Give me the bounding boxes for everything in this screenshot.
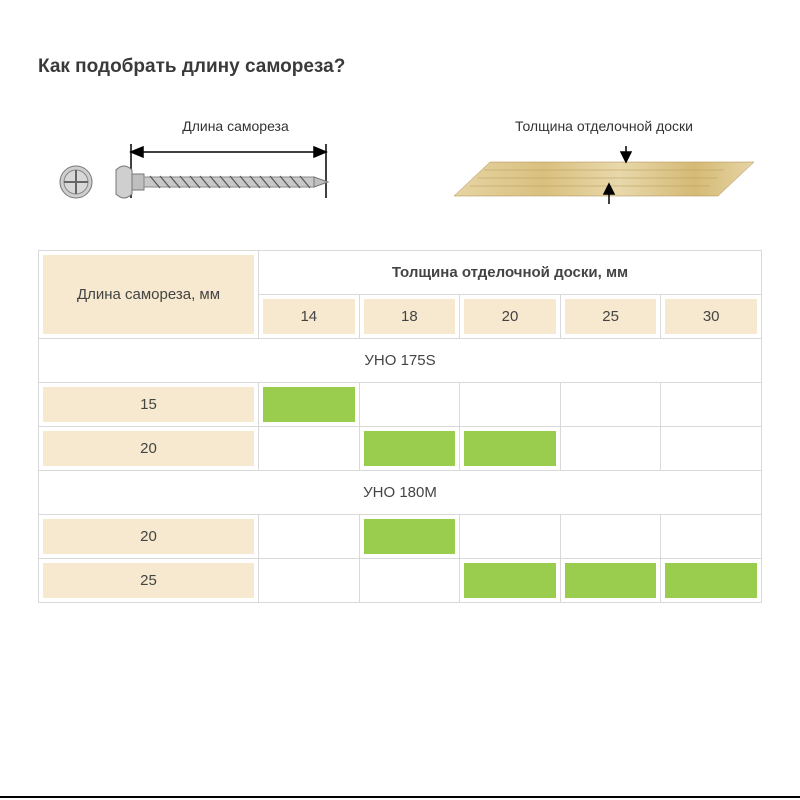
page-title: Как подобрать длину самореза? <box>38 56 762 78</box>
section-label: УНО 175S <box>39 339 762 383</box>
table-row: 15 <box>39 383 762 427</box>
sizing-table: Длина самореза, мм Толщина отделочной до… <box>38 250 762 603</box>
page-frame: Как подобрать длину самореза? Длина само… <box>0 0 800 798</box>
fit-marker <box>464 431 556 466</box>
fit-cell <box>560 427 661 471</box>
header-thickness-span: Толщина отделочной доски, мм <box>259 251 762 295</box>
fit-cell <box>560 515 661 559</box>
fit-marker <box>364 431 456 466</box>
header-length-label: Длина самореза, мм <box>43 255 254 334</box>
section-row: УНО 175S <box>39 339 762 383</box>
col-25: 25 <box>560 295 661 339</box>
diagram-row: Длина самореза <box>38 118 762 210</box>
fit-cell <box>359 427 460 471</box>
table-row: 20 <box>39 427 762 471</box>
section-row: УНО 180M <box>39 471 762 515</box>
length-value: 15 <box>43 387 254 422</box>
header-length: Длина самореза, мм <box>39 251 259 339</box>
header-row-1: Длина самореза, мм Толщина отделочной до… <box>39 251 762 295</box>
fit-marker <box>665 563 757 598</box>
length-value: 20 <box>43 431 254 466</box>
section-label: УНО 180M <box>39 471 762 515</box>
fit-cell <box>460 383 561 427</box>
screw-diagram: Длина самореза <box>46 118 361 210</box>
fit-cell <box>259 515 360 559</box>
fit-marker <box>464 563 556 598</box>
fit-marker <box>263 387 355 422</box>
fit-cell <box>359 383 460 427</box>
fit-cell <box>460 427 561 471</box>
header-thickness-label: Толщина отделочной доски, мм <box>392 264 628 281</box>
board-thickness-label: Толщина отделочной доски <box>454 118 754 134</box>
board-svg <box>454 140 754 210</box>
fit-cell <box>460 559 561 603</box>
fit-cell <box>560 383 661 427</box>
fit-cell <box>661 383 762 427</box>
table-row: 25 <box>39 559 762 603</box>
length-cell: 20 <box>39 515 259 559</box>
screw-head-side <box>60 166 92 198</box>
length-cell: 25 <box>39 559 259 603</box>
fit-marker <box>565 563 657 598</box>
board-diagram: Толщина отделочной доски <box>454 118 754 210</box>
fit-cell <box>661 427 762 471</box>
fit-cell <box>259 559 360 603</box>
table-row: 20 <box>39 515 762 559</box>
screw-body <box>116 166 328 198</box>
screw-svg <box>46 140 361 210</box>
col-18: 18 <box>359 295 460 339</box>
fit-cell <box>259 427 360 471</box>
fit-cell <box>259 383 360 427</box>
fit-cell <box>460 515 561 559</box>
length-value: 20 <box>43 519 254 554</box>
col-14: 14 <box>259 295 360 339</box>
col-30: 30 <box>661 295 762 339</box>
fit-cell <box>661 515 762 559</box>
fit-cell <box>359 515 460 559</box>
fit-cell <box>661 559 762 603</box>
fit-cell <box>359 559 460 603</box>
length-cell: 15 <box>39 383 259 427</box>
length-value: 25 <box>43 563 254 598</box>
length-cell: 20 <box>39 427 259 471</box>
fit-marker <box>364 519 456 554</box>
col-20: 20 <box>460 295 561 339</box>
screw-length-label: Длина самореза <box>46 118 361 134</box>
fit-cell <box>560 559 661 603</box>
